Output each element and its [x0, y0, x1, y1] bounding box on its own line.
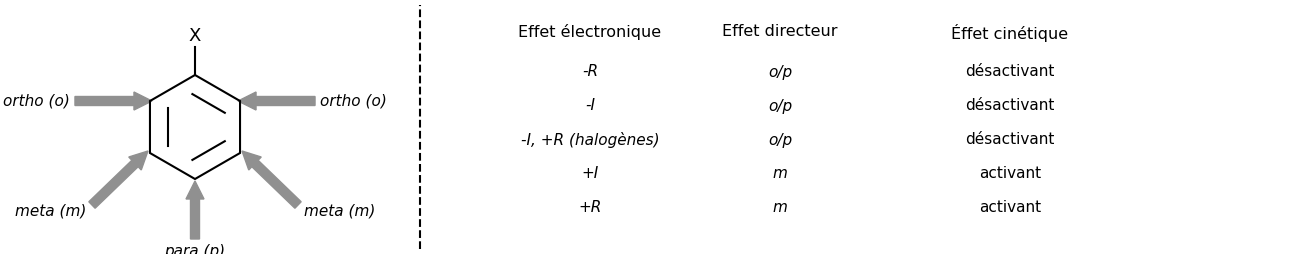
Text: +I: +I [582, 167, 599, 182]
Polygon shape [76, 92, 152, 110]
Text: désactivant: désactivant [965, 65, 1055, 80]
Text: o/p: o/p [768, 99, 792, 114]
Text: Éffet cinétique: Éffet cinétique [952, 24, 1069, 42]
Text: ortho (o): ortho (o) [3, 93, 70, 108]
Text: m: m [772, 167, 788, 182]
Text: o/p: o/p [768, 133, 792, 148]
Text: désactivant: désactivant [965, 133, 1055, 148]
Text: Effet directeur: Effet directeur [723, 24, 837, 39]
Text: +R: +R [578, 200, 602, 215]
Text: activant: activant [979, 167, 1042, 182]
Polygon shape [242, 151, 301, 208]
Text: -I, +R (halogènes): -I, +R (halogènes) [521, 132, 659, 148]
Text: m: m [772, 200, 788, 215]
Text: ortho (o): ortho (o) [320, 93, 387, 108]
Text: -R: -R [582, 65, 598, 80]
Text: meta (m): meta (m) [305, 203, 375, 218]
Polygon shape [238, 92, 315, 110]
Text: X: X [189, 27, 202, 45]
Text: activant: activant [979, 200, 1042, 215]
Text: Effet électronique: Effet électronique [518, 24, 661, 40]
Text: o/p: o/p [768, 65, 792, 80]
Text: para (p): para (p) [164, 244, 225, 254]
Text: meta (m): meta (m) [14, 203, 86, 218]
Text: désactivant: désactivant [965, 99, 1055, 114]
Polygon shape [89, 151, 148, 208]
Polygon shape [186, 181, 204, 239]
Text: -I: -I [585, 99, 595, 114]
